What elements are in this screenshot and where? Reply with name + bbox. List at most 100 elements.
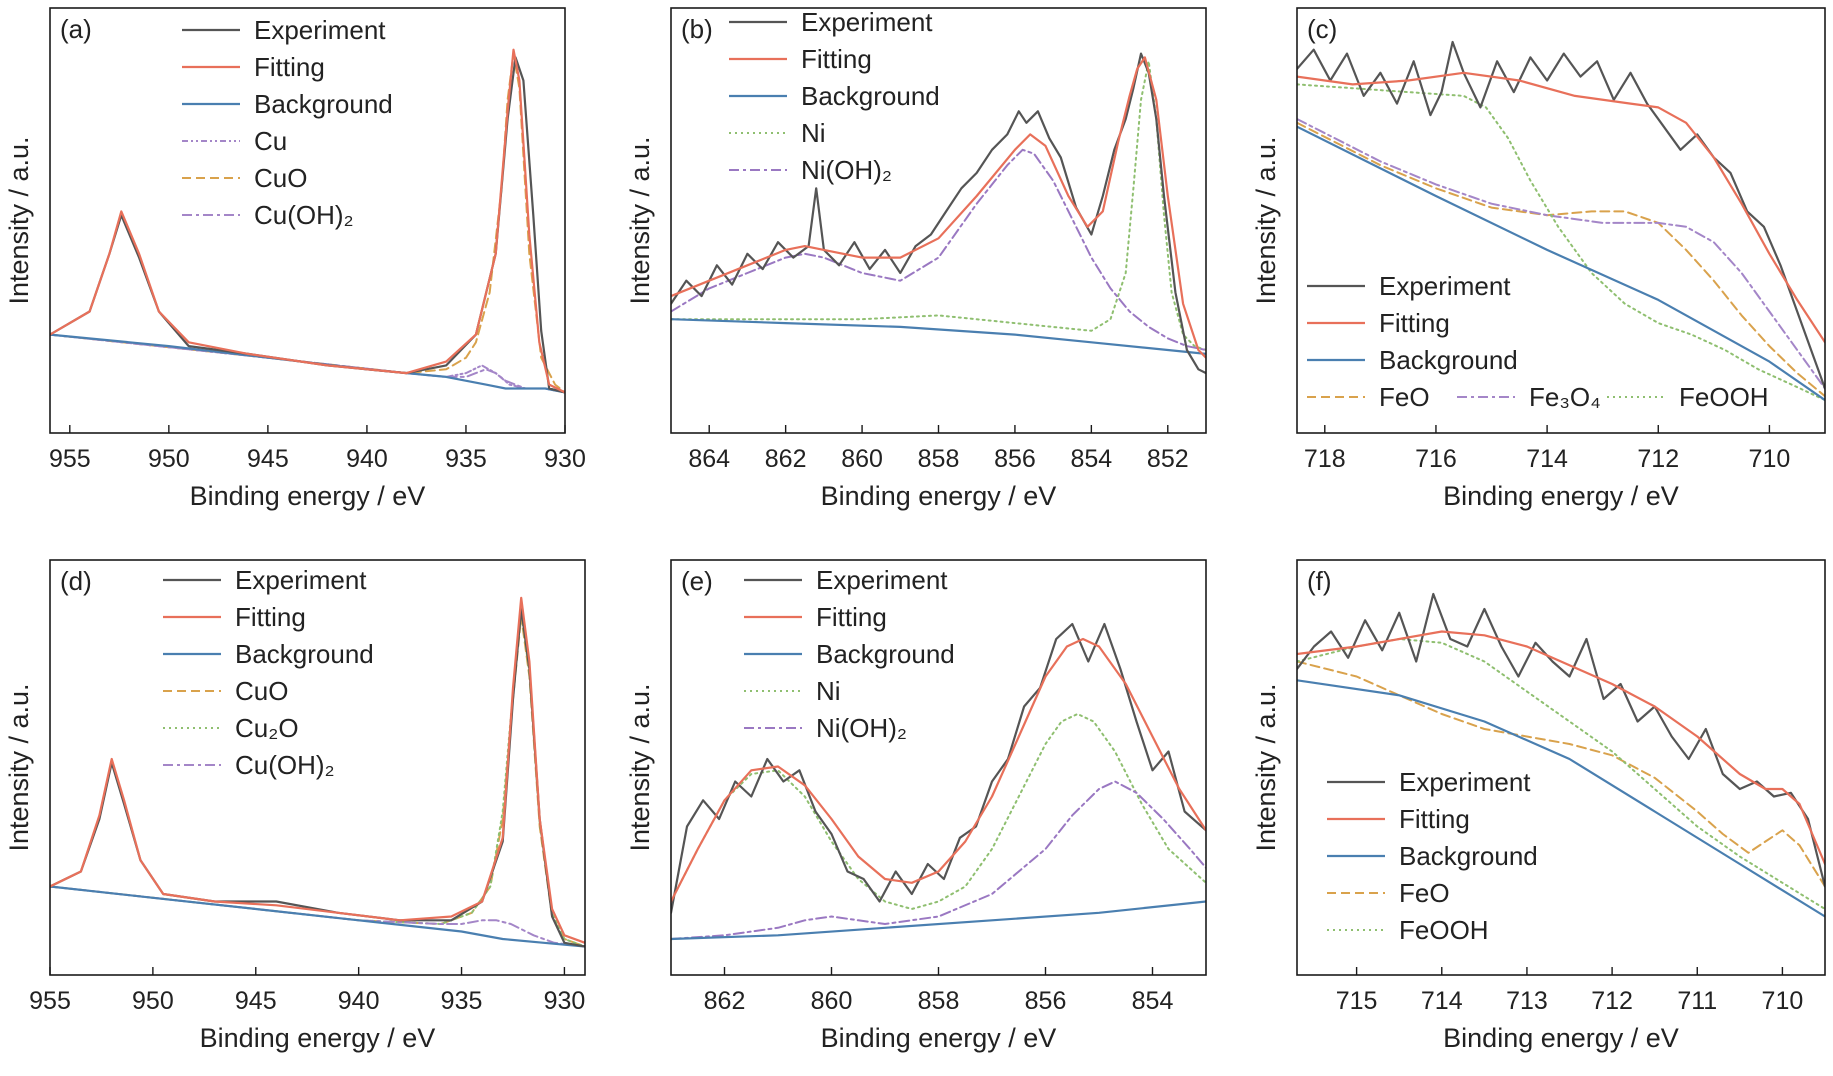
legend-label-cuo: CuO <box>235 676 288 706</box>
x-tick-label: 854 <box>1070 445 1112 473</box>
panel-label: (b) <box>681 14 713 44</box>
panel-b: 864 862 860 858 856 854 852 (b) Binding energy /… <box>625 7 1207 511</box>
legend-label-fitting: Fitting <box>816 602 887 632</box>
legend-label-experiment: Experiment <box>1379 271 1511 301</box>
series-experiment-b <box>671 52 1206 375</box>
curves-a <box>50 48 565 394</box>
series-fitting-f <box>1297 630 1825 866</box>
legend-b: Experiment Fitting Background Ni Ni(OH)₂ <box>729 7 940 185</box>
series-experiment-f <box>1297 592 1825 888</box>
x-tick-label: 858 <box>918 445 960 473</box>
series-fitting-a <box>50 48 565 394</box>
series-fe3o4-c <box>1297 118 1825 390</box>
series-fitting-d <box>50 596 585 944</box>
series-ni-e <box>671 713 1206 910</box>
x-tick-label: 862 <box>704 987 746 1015</box>
x-tick-label: 940 <box>346 445 388 473</box>
series-background-c <box>1297 125 1825 402</box>
legend-label-background: Background <box>816 639 955 669</box>
legend-label-experiment: Experiment <box>801 7 933 37</box>
x-axis-label: Binding energy / eV <box>200 1023 436 1053</box>
panel-label: (a) <box>60 14 92 44</box>
legend-label-background: Background <box>235 639 374 669</box>
series-fitting-b <box>671 56 1206 359</box>
legend-label-experiment: Experiment <box>816 565 948 595</box>
legend-label-feo: FeO <box>1399 878 1450 908</box>
legend-label-cuo: CuO <box>254 163 307 193</box>
y-axis-label: Intensity / a.u. <box>4 136 34 304</box>
x-tick-label: 930 <box>544 987 586 1015</box>
legend-f: Experiment Fitting Background FeO FeOOH <box>1327 767 1538 945</box>
x-tick-label: 945 <box>235 987 277 1015</box>
axes-frame-e <box>670 559 1207 976</box>
x-tick-label: 713 <box>1506 987 1548 1015</box>
x-tick-label: 856 <box>994 445 1036 473</box>
legend-label-fe3o4: Fe₃O₄ <box>1529 382 1601 412</box>
series-feo-f <box>1297 660 1825 888</box>
y-axis-label: Intensity / a.u. <box>4 683 34 851</box>
x-tick-label: 950 <box>148 445 190 473</box>
y-axis-label: Intensity / a.u. <box>625 683 655 851</box>
legend-c: Experiment Fitting Background FeO Fe₃O₄ FeOOH <box>1307 271 1769 412</box>
series-background-b <box>671 318 1206 355</box>
x-axis-label: Binding energy / eV <box>1443 481 1679 511</box>
legend-label-ni: Ni <box>816 676 841 706</box>
legend-label-ni: Ni <box>801 118 826 148</box>
axes-frame-d <box>49 559 586 976</box>
x-tick-label: 930 <box>544 445 586 473</box>
x-tick-label: 712 <box>1637 445 1679 473</box>
x-tick-label: 935 <box>441 987 483 1015</box>
x-tick-label: 864 <box>688 445 730 473</box>
panel-e: 862 860 858 856 854 (e) Binding energy / eV Int… <box>625 559 1207 1053</box>
legend-label-background: Background <box>1399 841 1538 871</box>
x-tick-label: 718 <box>1304 445 1346 473</box>
legend-label-cu-oh-2: Cu(OH)₂ <box>235 750 335 780</box>
legend-label-cu-oh-2: Cu(OH)₂ <box>254 200 354 230</box>
x-tick-label: 854 <box>1132 987 1174 1015</box>
curves-e <box>671 622 1206 941</box>
x-tick-label: 955 <box>49 445 91 473</box>
legend-label-feooh: FeOOH <box>1399 915 1489 945</box>
x-tick-label: 852 <box>1147 445 1189 473</box>
legend-label-ni-oh-2: Ni(OH)₂ <box>801 155 892 185</box>
series-feooh-c <box>1297 83 1825 402</box>
series-background-d <box>50 885 585 948</box>
x-tick-label: 711 <box>1677 987 1717 1015</box>
x-tick-label: 860 <box>811 987 853 1015</box>
panel-label: (c) <box>1307 14 1337 44</box>
panel-c: 718 716 714 712 710 (c) Binding energy / eV Int… <box>1251 7 1826 511</box>
x-tick-label: 714 <box>1526 445 1568 473</box>
legend-label-fitting: Fitting <box>254 52 325 82</box>
legend-label-background: Background <box>1379 345 1518 375</box>
series-background-a <box>50 333 565 394</box>
series-feo-c <box>1297 121 1825 398</box>
panel-f: 715 714 713 712 711 710 (f) Binding energy / eV… <box>1251 559 1826 1053</box>
legend-label-fitting: Fitting <box>801 44 872 74</box>
legend-label-experiment: Experiment <box>235 565 367 595</box>
x-tick-label: 714 <box>1421 987 1463 1015</box>
series-ni-oh-2-e <box>671 780 1206 940</box>
panel-d: 955 950 945 940 935 930 (d) Binding energy / eV… <box>4 559 586 1053</box>
series-experiment-a <box>50 56 565 394</box>
x-tick-label: 856 <box>1025 987 1067 1015</box>
legend-label-cu: Cu <box>254 126 287 156</box>
legend-label-feo: FeO <box>1379 382 1430 412</box>
legend-label-experiment: Experiment <box>254 15 386 45</box>
legend-label-cu2o: Cu₂O <box>235 713 299 743</box>
legend-label-feooh: FeOOH <box>1679 382 1769 412</box>
y-axis-label: Intensity / a.u. <box>625 136 655 304</box>
x-tick-label: 862 <box>765 445 807 473</box>
y-axis-label: Intensity / a.u. <box>1251 136 1281 304</box>
series-ni-b <box>671 60 1206 351</box>
panel-a: 955 950 945 940 935 930 (a) Binding energy / eV… <box>4 7 586 511</box>
legend-label-ni-oh-2: Ni(OH)₂ <box>816 713 907 743</box>
panel-label: (d) <box>60 566 92 596</box>
series-experiment-c <box>1297 40 1825 390</box>
panel-label: (e) <box>681 566 713 596</box>
axes-frame-f <box>1296 559 1826 976</box>
curves-c <box>1297 40 1825 402</box>
series-background-e <box>671 900 1206 941</box>
x-tick-label: 710 <box>1762 987 1804 1015</box>
series-background-f <box>1297 679 1825 918</box>
